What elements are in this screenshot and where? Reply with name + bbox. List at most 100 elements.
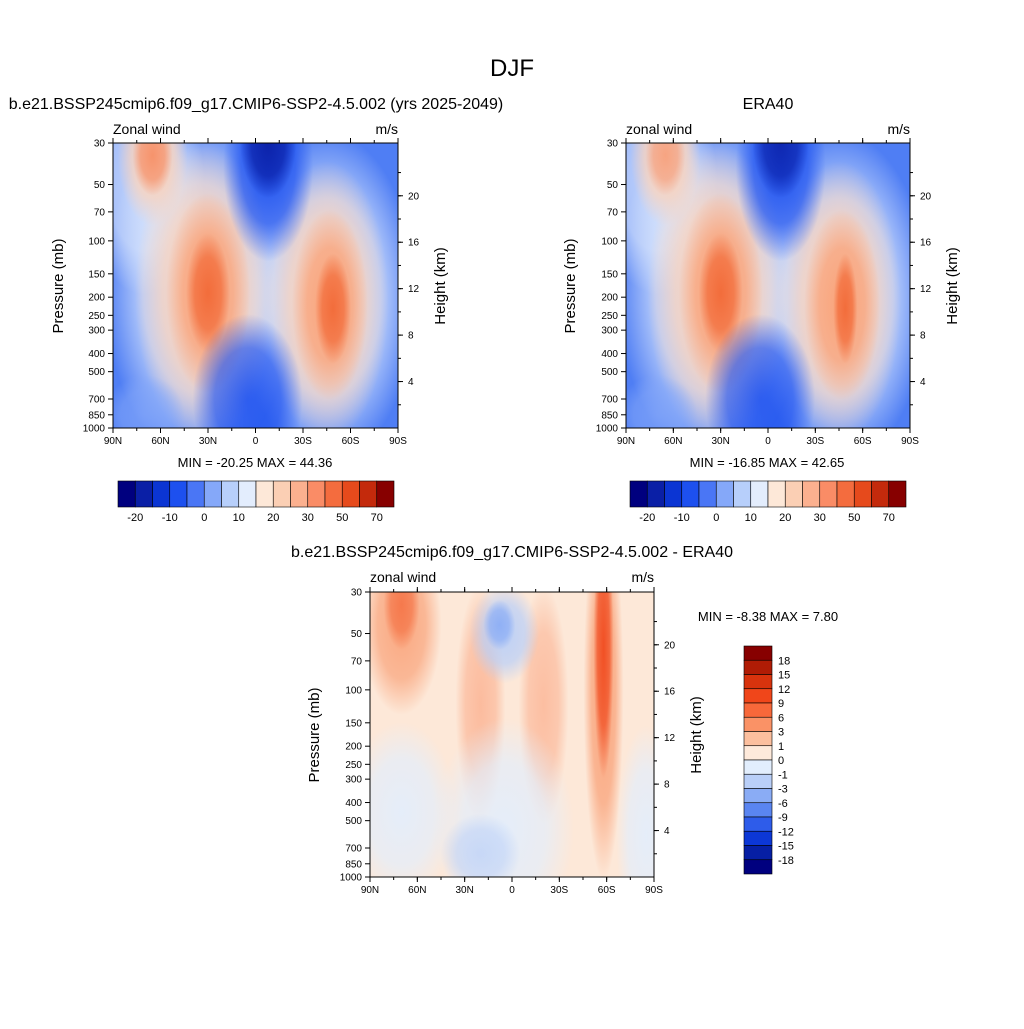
colorbar-swatch	[134, 480, 153, 508]
colorbar-swatch	[871, 480, 890, 508]
colorbar-swatch	[743, 816, 773, 832]
figure-title: DJF	[490, 55, 534, 82]
y-tick-label: 400	[345, 798, 362, 809]
colorbar-swatch	[341, 480, 360, 508]
ylabel-obs: Pressure (mb)	[562, 238, 579, 333]
colorbar-swatch	[784, 480, 803, 508]
colorbar-swatch	[715, 480, 734, 508]
colorbar-swatch	[743, 788, 773, 804]
colorbar-swatch	[272, 480, 291, 508]
y-tick-label: 200	[601, 293, 618, 304]
colorbar-swatch	[743, 674, 773, 690]
x-tick-label: 30S	[550, 885, 568, 896]
colorbar-swatch	[743, 645, 773, 661]
y-tick-label: 150	[345, 718, 362, 729]
colorbar-swatch	[203, 480, 222, 508]
y2-tick-label: 8	[920, 331, 926, 342]
colorbar-label: -12	[778, 826, 794, 838]
colorbar-label: 50	[336, 512, 348, 524]
colorbar-swatch	[186, 480, 205, 508]
y-tick-label: 100	[88, 236, 105, 247]
y2-tick-label: 20	[664, 640, 676, 651]
y-tick-label: 250	[345, 760, 362, 771]
x-tick-label: 60N	[408, 885, 426, 896]
colorbar-label: 15	[778, 670, 790, 682]
colorbar-swatch	[743, 759, 773, 775]
colorbar-swatch	[238, 480, 257, 508]
x-tick-label: 90N	[361, 885, 379, 896]
y-tick-label: 50	[607, 180, 619, 191]
colorbar-label: 10	[745, 512, 757, 524]
colorbar-label: -3	[778, 784, 788, 796]
colorbar-swatch	[290, 480, 309, 508]
easterly-core	[240, 143, 297, 198]
y-tick-label: 300	[345, 775, 362, 786]
colorbar-label: 12	[778, 684, 790, 696]
colorbar-swatch	[743, 859, 773, 875]
colorbar-label: 30	[302, 512, 314, 524]
y-tick-label: 700	[601, 395, 618, 406]
colorbar-label: 0	[201, 512, 207, 524]
colorbar-label: 20	[779, 512, 791, 524]
y-tick-label: 1000	[596, 424, 619, 435]
heatmap-obs	[626, 143, 910, 428]
x-tick-label: 60S	[342, 436, 360, 447]
x-tick-label: 60S	[854, 436, 872, 447]
y2-tick-label: 8	[664, 780, 670, 791]
y2-tick-label: 20	[920, 191, 932, 202]
colorbar-label: -10	[162, 512, 178, 524]
x-tick-label: 60S	[598, 885, 616, 896]
colorbar-swatch	[743, 659, 773, 675]
diff-pos-core	[593, 592, 614, 779]
colorbar-swatch	[169, 480, 188, 508]
colorbar-swatch	[743, 688, 773, 704]
diff-neg-core	[483, 599, 516, 650]
colorbar-label: 9	[778, 698, 784, 710]
colorbar-swatch	[888, 480, 907, 508]
colorbar-label: 70	[371, 512, 383, 524]
x-tick-label: 30N	[455, 885, 473, 896]
colorbar-swatch	[819, 480, 838, 508]
y2-tick-label: 20	[408, 191, 420, 202]
x-tick-label: 90S	[389, 436, 407, 447]
colorbar-swatch	[750, 480, 769, 508]
y-tick-label: 500	[345, 816, 362, 827]
colorbar-swatch	[767, 480, 786, 508]
y-tick-label: 250	[601, 311, 618, 322]
colorbar-swatch	[743, 830, 773, 846]
axes-diff: 90N 60N 30N 0 30S 60S 90S 30 50 70 100 150 200 250 300…	[340, 587, 676, 896]
y-tick-label: 30	[351, 588, 363, 599]
colorbar-swatch	[743, 716, 773, 732]
y2-tick-label: 4	[920, 377, 926, 388]
polar-low	[113, 374, 185, 428]
colorbar-label: 0	[778, 755, 784, 767]
y2-tick-label: 16	[664, 687, 676, 698]
x-tick-label: 60N	[664, 436, 682, 447]
y-tick-label: 70	[351, 656, 363, 667]
jet-core	[186, 233, 230, 354]
colorbar-label: 6	[778, 712, 784, 724]
x-tick-label: 90S	[645, 885, 663, 896]
jet-core	[315, 253, 352, 364]
colorbar-label: 3	[778, 727, 784, 739]
panel-right-label-model: m/s	[375, 121, 398, 137]
colorbar-swatch	[698, 480, 717, 508]
panel-title-diff: b.e21.BSSP245cmip6.f09_g17.CMIP6-SSP2-4.…	[291, 544, 733, 561]
colorbar-swatch	[802, 480, 821, 508]
colorbar-swatch	[324, 480, 343, 508]
colorbar-model: -20 -10 0 10 20 30 50 70	[117, 480, 395, 524]
y2-tick-label: 16	[920, 238, 932, 249]
x-tick-label: 0	[509, 885, 515, 896]
heatmap-diff	[370, 592, 654, 877]
colorbar-swatch	[307, 480, 326, 508]
y-tick-label: 1000	[83, 424, 106, 435]
axes-model: 90N 60N 30N 0 30S 60S 90S 30 50 70 100 150 200 250 300…	[83, 138, 420, 447]
colorbar-swatch	[743, 802, 773, 818]
x-tick-label: 90S	[901, 436, 919, 447]
y-tick-label: 700	[345, 844, 362, 855]
y-tick-label: 300	[601, 326, 618, 337]
panel-left-label-diff: zonal wind	[370, 569, 436, 585]
colorbar-swatch	[743, 773, 773, 789]
colorbar-swatch	[255, 480, 274, 508]
colorbar-swatch	[376, 480, 395, 508]
